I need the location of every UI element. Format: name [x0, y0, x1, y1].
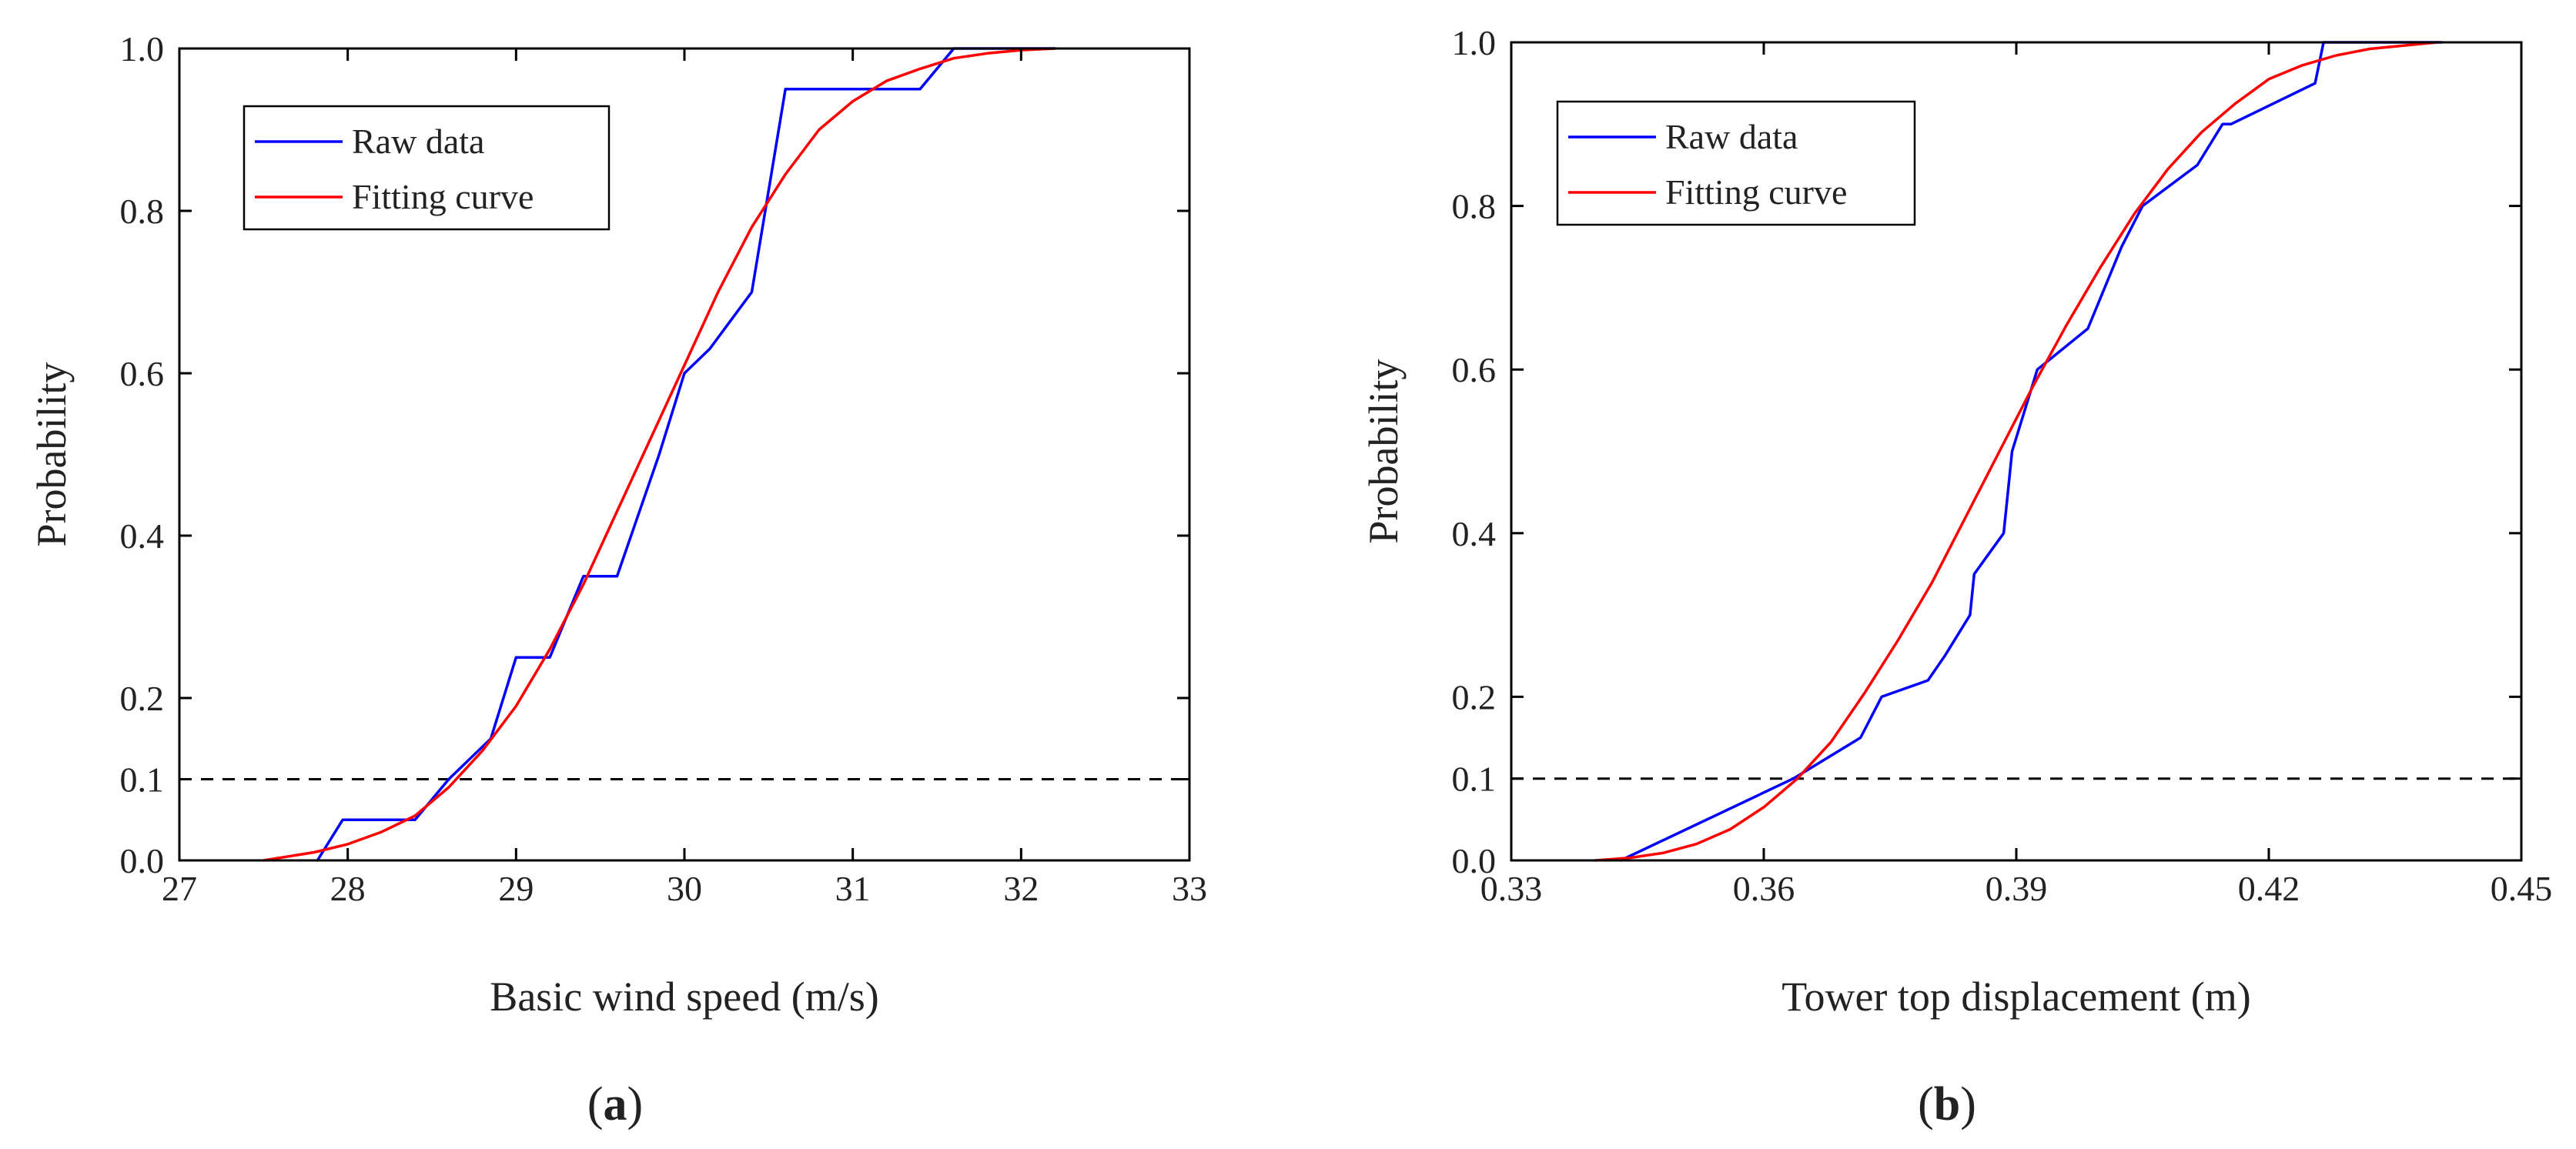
- series-line-raw-data: [1619, 41, 2443, 862]
- y-tick-label: 1.0: [120, 29, 165, 68]
- caption-close-paren: ): [1960, 1078, 1976, 1131]
- x-tick-label: 0.42: [2238, 869, 2300, 908]
- y-tick-label: 0.6: [1452, 350, 1497, 389]
- y-tick-label: 0.0: [120, 841, 165, 880]
- x-tick-label: 28: [330, 869, 366, 908]
- series-line-fitting-curve: [1594, 41, 2439, 862]
- x-axis-title: Tower top displacement (m): [1781, 974, 2251, 1020]
- caption-close-paren: ): [627, 1078, 644, 1131]
- x-axis-title: Basic wind speed (m/s): [490, 974, 878, 1020]
- legend-box: [243, 105, 611, 231]
- y-tick-label: 1.0: [1452, 23, 1497, 62]
- legend-box: [1556, 100, 1916, 226]
- chart-panel-b: 0.33 0.36 0.39 0.42 0.45 0.0 0.1 0.2 0.4 0.6 0.8 1.…: [1288, 0, 2576, 1149]
- caption-open-paren: (: [1918, 1078, 1934, 1131]
- x-tick-label: 29: [498, 869, 534, 908]
- x-tick-label: 30: [667, 869, 702, 908]
- x-tick-label: 0.33: [1480, 869, 1543, 908]
- x-tick-label: 33: [1172, 869, 1207, 908]
- y-tick-label: 0.2: [1452, 677, 1497, 716]
- y-tick-label: 0.0: [1452, 841, 1497, 880]
- panel-caption: (a): [587, 1078, 643, 1131]
- chart-panel-a: 27 28 29 30 31 32 33 0.0 0.1 0.2 0.4 0.6 0.8 1.0 Basic…: [28, 29, 1207, 1131]
- x-tick-label: 0.39: [1986, 869, 2048, 908]
- y-tick-label: 0.1: [1452, 760, 1497, 799]
- y-tick-label: 0.2: [120, 679, 165, 718]
- y-tick-label: 0.8: [120, 192, 165, 231]
- legend-label-fitting-curve: Fitting curve: [352, 177, 534, 216]
- caption-letter: b: [1934, 1078, 1960, 1131]
- series-line-raw-data: [316, 47, 1056, 862]
- y-tick-label: 0.1: [120, 760, 165, 800]
- x-tick-label: 0.36: [1733, 869, 1795, 908]
- chart-a: 27 28 29 30 31 32 33 0.0 0.1 0.2 0.4 0.6 0.8 1.0 Basic…: [28, 29, 1207, 1131]
- y-tick-label: 0.4: [120, 516, 165, 556]
- x-tick-label: 0.45: [2491, 869, 2553, 908]
- y-tick-label: 0.8: [1452, 187, 1497, 226]
- x-tick-label: 27: [162, 869, 197, 908]
- caption-letter: a: [604, 1078, 627, 1131]
- panel-caption: (b): [1918, 1078, 1976, 1131]
- series-line-fitting-curve: [262, 47, 1056, 862]
- caption-open-paren: (: [587, 1078, 604, 1131]
- x-tick-label: 31: [835, 869, 871, 908]
- legend-label-raw-data: Raw data: [1665, 117, 1798, 156]
- legend-label-raw-data: Raw data: [352, 122, 484, 161]
- y-tick-label: 0.4: [1452, 514, 1497, 553]
- y-tick-label: 0.6: [120, 354, 165, 393]
- legend-label-fitting-curve: Fitting curve: [1665, 172, 1847, 212]
- y-axis-title: Probability: [28, 362, 75, 547]
- y-axis-title: Probability: [1360, 359, 1407, 544]
- x-tick-label: 32: [1003, 869, 1039, 908]
- chart-b: 0.33 0.36 0.39 0.42 0.45 0.0 0.1 0.2 0.4 0.6 0.8 1.…: [1360, 23, 2553, 1131]
